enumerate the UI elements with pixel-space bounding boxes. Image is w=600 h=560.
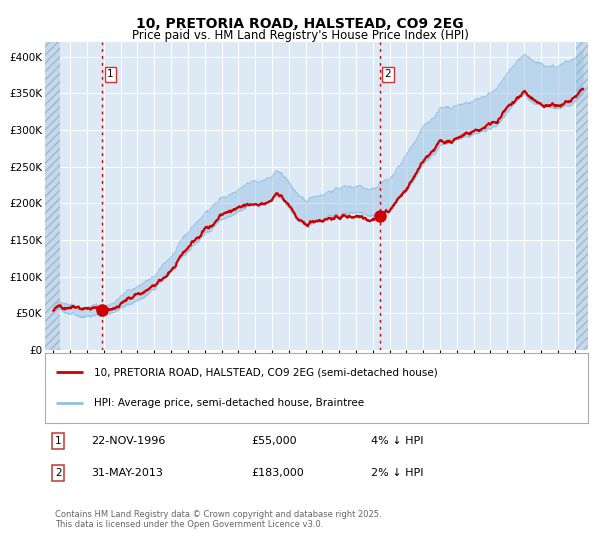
Text: 31-MAY-2013: 31-MAY-2013 xyxy=(91,468,163,478)
Text: Contains HM Land Registry data © Crown copyright and database right 2025.
This d: Contains HM Land Registry data © Crown c… xyxy=(55,510,382,529)
Text: 4% ↓ HPI: 4% ↓ HPI xyxy=(371,436,424,446)
Bar xyxy=(45,42,60,350)
Text: 10, PRETORIA ROAD, HALSTEAD, CO9 2EG: 10, PRETORIA ROAD, HALSTEAD, CO9 2EG xyxy=(136,17,464,31)
Text: 10, PRETORIA ROAD, HALSTEAD, CO9 2EG (semi-detached house): 10, PRETORIA ROAD, HALSTEAD, CO9 2EG (se… xyxy=(94,367,437,377)
Text: 1: 1 xyxy=(55,436,61,446)
Text: 2% ↓ HPI: 2% ↓ HPI xyxy=(371,468,424,478)
Text: £55,000: £55,000 xyxy=(251,436,297,446)
Text: 22-NOV-1996: 22-NOV-1996 xyxy=(91,436,166,446)
Text: HPI: Average price, semi-detached house, Braintree: HPI: Average price, semi-detached house,… xyxy=(94,398,364,408)
Text: £183,000: £183,000 xyxy=(251,468,304,478)
Text: 2: 2 xyxy=(55,468,61,478)
Text: 1: 1 xyxy=(107,69,114,79)
Text: 2: 2 xyxy=(385,69,391,79)
Text: Price paid vs. HM Land Registry's House Price Index (HPI): Price paid vs. HM Land Registry's House … xyxy=(131,29,469,42)
Bar xyxy=(576,42,588,350)
